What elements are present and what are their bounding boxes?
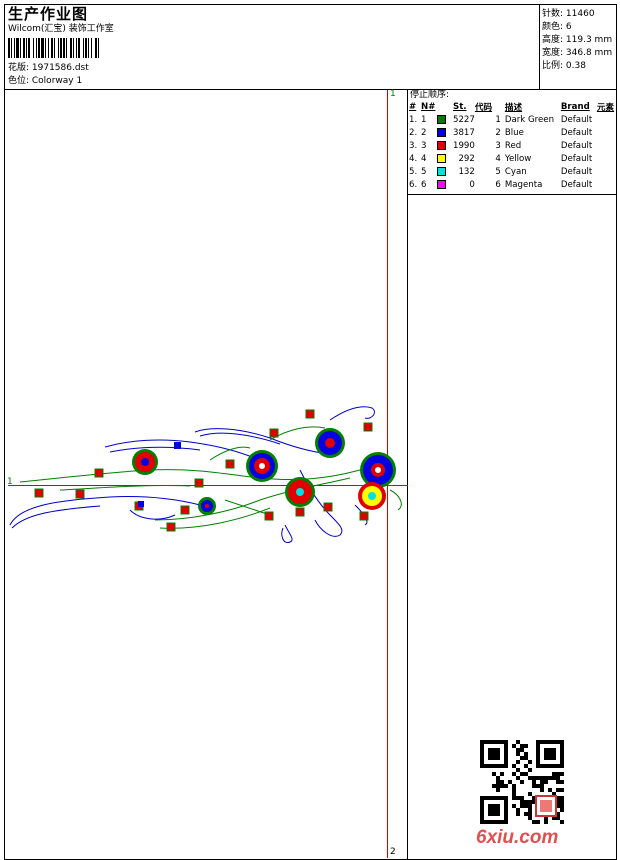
col-element: 元素 [596,103,615,113]
col-code: 代码 [474,103,493,113]
row-stitches: 5227 [453,114,475,125]
horizontal-guide [8,485,408,486]
row-element [597,152,615,165]
row-index: 3. [409,140,418,151]
row-code: 3 [495,140,501,151]
embroidery-preview [9,406,402,544]
stop-sequence-table: # N# St. 代码 描述 Brand 元素 1. 1 5227 1 Dark Gr… [409,101,615,191]
guide-label-left: 1 [7,477,13,487]
row-needle: 2 [421,126,453,139]
stats-divider [539,4,540,89]
row-element [597,139,615,152]
color-swatch [437,114,447,124]
sidebar-divider [407,89,408,860]
stop-sequence-title: 停止顺序: [410,90,450,100]
sidebar-table-divider [407,194,617,195]
row-element [597,178,615,191]
company-name: Wilcom(汇宝) 装饰工作室 [8,24,114,34]
qr-code [480,740,564,824]
row-brand: Default [560,140,593,151]
row-index: 5. [409,166,418,177]
row-brand: Default [560,166,593,177]
barcode [8,38,140,58]
color-swatch [437,179,447,189]
row-code: 6 [495,179,501,190]
row-needle: 1 [421,113,453,126]
page-title: 生产作业图 [8,5,89,23]
row-index: 4. [409,153,418,164]
design-file: 花版: 1971586.dst [8,63,89,73]
table-row: 1. 1 5227 1 Dark Green Default [409,113,615,126]
row-needle: 5 [421,165,453,178]
stat-colors: 颜色: 6 [542,22,572,32]
row-code: 2 [495,127,501,138]
header-divider [4,89,617,90]
table-row: 6. 6 0 6 Magenta Default [409,178,615,191]
row-needle: 4 [421,152,453,165]
row-description: Cyan [504,166,527,177]
table-row: 4. 4 292 4 Yellow Default [409,152,615,165]
row-brand: Default [560,114,593,125]
row-element [597,113,615,126]
row-index: 1. [409,114,418,125]
flower-1 [132,449,158,475]
row-needle: 3 [421,139,453,152]
col-n: N# [421,102,436,112]
watermark-logo: 6xiu.com [476,827,559,848]
row-stitches: 3817 [453,127,475,138]
row-description: Magenta [504,179,543,190]
color-swatch [437,127,447,137]
row-stitches: 132 [458,166,475,177]
row-description: Blue [504,127,524,138]
row-stitches: 0 [469,179,475,190]
row-index: 2. [409,127,418,138]
stat-stitches: 针数: 11460 [542,9,595,19]
row-brand: Default [560,153,593,164]
row-description: Red [504,140,522,151]
row-description: Yellow [504,153,532,164]
row-brand: Default [560,179,593,190]
stat-width: 宽度: 346.8 mm [542,48,613,58]
color-swatch [437,166,447,176]
col-desc: 描述 [504,103,523,113]
color-swatch [437,153,447,163]
stat-height: 高度: 119.3 mm [542,35,613,45]
colorway: 色位: Colorway 1 [8,76,83,86]
col-st: St. [453,102,467,112]
stat-scale: 比例: 0.38 [542,61,586,71]
row-brand: Default [560,127,593,138]
guide-label-bottom: 2 [390,847,396,857]
row-element [597,126,615,139]
row-stitches: 292 [458,153,475,164]
row-code: 1 [495,114,501,125]
row-code: 5 [495,166,501,177]
table-row: 2. 2 3817 2 Blue Default [409,126,615,139]
row-description: Dark Green [504,114,555,125]
col-brand: Brand [560,102,590,112]
guide-label-top: 1 [390,89,396,99]
row-stitches: 1990 [453,140,475,151]
row-element [597,165,615,178]
row-needle: 6 [421,178,453,191]
color-swatch [437,140,447,150]
row-index: 6. [409,179,418,190]
row-code: 4 [495,153,501,164]
table-row: 3. 3 1990 3 Red Default [409,139,615,152]
col-hash: # [409,102,417,112]
table-row: 5. 5 132 5 Cyan Default [409,165,615,178]
